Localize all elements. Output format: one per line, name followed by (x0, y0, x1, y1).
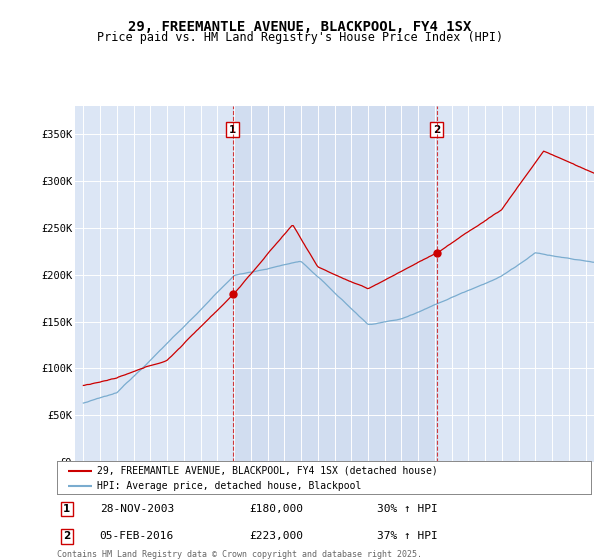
Text: Contains HM Land Registry data © Crown copyright and database right 2025.
This d: Contains HM Land Registry data © Crown c… (57, 550, 422, 560)
Text: 29, FREEMANTLE AVENUE, BLACKPOOL, FY4 1SX: 29, FREEMANTLE AVENUE, BLACKPOOL, FY4 1S… (128, 20, 472, 34)
Text: Price paid vs. HM Land Registry's House Price Index (HPI): Price paid vs. HM Land Registry's House … (97, 31, 503, 44)
Text: 1: 1 (63, 504, 70, 514)
Text: 2: 2 (433, 124, 440, 134)
Text: 05-FEB-2016: 05-FEB-2016 (100, 531, 174, 542)
Text: £223,000: £223,000 (249, 531, 303, 542)
Text: HPI: Average price, detached house, Blackpool: HPI: Average price, detached house, Blac… (97, 481, 361, 491)
Text: 2: 2 (63, 531, 70, 542)
Text: 30% ↑ HPI: 30% ↑ HPI (377, 504, 438, 514)
Text: 1: 1 (229, 124, 236, 134)
Text: 37% ↑ HPI: 37% ↑ HPI (377, 531, 438, 542)
Bar (233, 106, 437, 462)
Text: 28-NOV-2003: 28-NOV-2003 (100, 504, 174, 514)
Text: 29, FREEMANTLE AVENUE, BLACKPOOL, FY4 1SX (detached house): 29, FREEMANTLE AVENUE, BLACKPOOL, FY4 1S… (97, 465, 438, 475)
Text: £180,000: £180,000 (249, 504, 303, 514)
